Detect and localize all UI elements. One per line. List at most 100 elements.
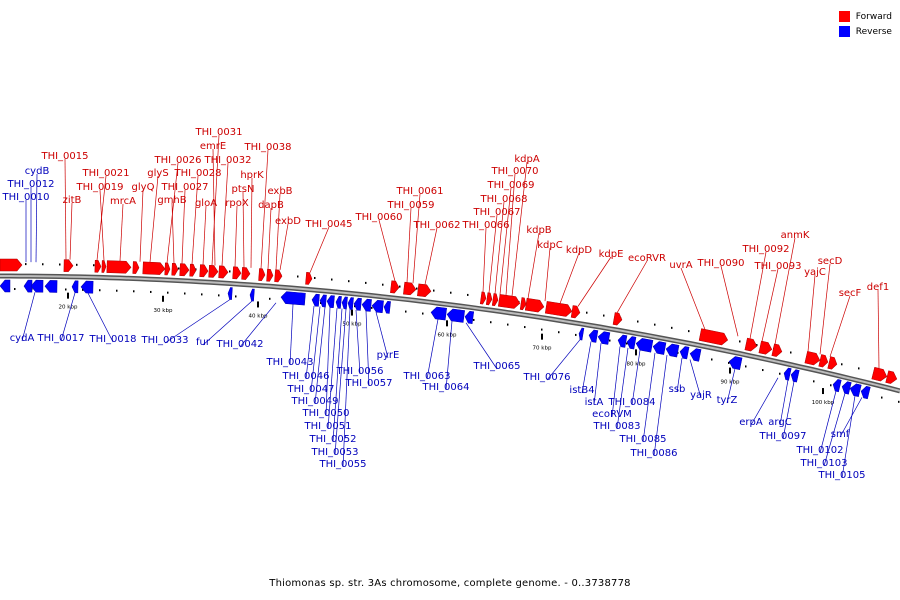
- forward-gene-arrow: [827, 356, 838, 370]
- minor-tick-top: [331, 278, 333, 281]
- forward-leader: [616, 260, 648, 314]
- reverse-gene-arrow: [44, 280, 58, 293]
- reverse-gene-label: THI_0103: [799, 458, 847, 469]
- forward-gene-arrow: [179, 263, 190, 277]
- forward-leader: [242, 191, 245, 268]
- minor-tick-top: [603, 314, 605, 317]
- reverse-leader: [750, 377, 779, 426]
- forward-leader: [559, 252, 580, 304]
- reverse-gene-label: istB4: [569, 385, 594, 396]
- forward-gene-arrow: [0, 258, 23, 272]
- reverse-gene-label: yajR: [690, 390, 712, 401]
- forward-leader: [69, 202, 73, 260]
- forward-leader: [171, 202, 175, 264]
- forward-leader: [378, 219, 396, 282]
- forward-gene-label: THI_0069: [486, 180, 534, 191]
- minor-tick-top: [654, 323, 656, 326]
- forward-leader: [212, 148, 216, 266]
- forward-gene-label: THI_0038: [243, 142, 291, 153]
- reverse-gene-label: pyrE: [377, 350, 400, 361]
- reverse-leader: [676, 357, 683, 393]
- forward-gene-arrow: [698, 328, 729, 346]
- forward-gene-label: THI_0031: [194, 127, 242, 138]
- minor-tick-bottom: [184, 292, 186, 295]
- reverse-gene-arrow: [319, 294, 327, 308]
- forward-gene-label: rpoX: [225, 198, 249, 209]
- minor-tick-top: [297, 275, 299, 278]
- minor-tick-top: [858, 367, 860, 370]
- forward-leader: [774, 237, 796, 345]
- reverse-leader: [546, 339, 581, 381]
- reverse-gene-label: THI_0097: [758, 431, 806, 442]
- forward-gene-label: kdpB: [526, 225, 551, 236]
- reverse-gene-label: THI_0064: [421, 382, 469, 393]
- major-tick: [729, 367, 731, 374]
- forward-gene-arrow: [274, 269, 283, 283]
- forward-gene-label: THI_0067: [472, 207, 520, 218]
- forward-gene-label: gloA: [195, 198, 217, 209]
- reverse-gene-arrow: [280, 291, 306, 306]
- reverse-gene-arrow: [860, 385, 871, 400]
- forward-leader: [761, 268, 779, 342]
- forward-gene-label: secF: [839, 288, 862, 299]
- forward-gene-label: exbB: [267, 186, 292, 197]
- minor-tick-top: [416, 287, 418, 290]
- forward-gene-arrow: [63, 259, 74, 272]
- forward-gene-label: glyQ: [132, 182, 155, 193]
- forward-gene-label: THI_0019: [75, 182, 123, 193]
- major-tick: [257, 301, 259, 308]
- reverse-leader: [60, 292, 76, 342]
- forward-gene-label: secD: [818, 256, 843, 267]
- forward-gene-label: THI_0070: [490, 166, 538, 177]
- forward-leader: [720, 265, 739, 337]
- forward-gene-arrow: [519, 297, 527, 311]
- reverse-gene-arrow: [597, 331, 611, 345]
- legend-item-reverse: Reverse: [838, 24, 892, 39]
- reverse-gene-label: THI_0049: [290, 396, 338, 407]
- forward-gene-arrow: [106, 260, 132, 274]
- minor-tick-bottom: [490, 321, 492, 324]
- minor-tick-top: [637, 320, 639, 323]
- forward-leader: [877, 289, 880, 369]
- legend-item-forward: Forward: [838, 9, 892, 24]
- forward-gene-label: exbD: [275, 216, 301, 227]
- minor-tick-bottom: [728, 361, 730, 364]
- reverse-gene-label: smf: [831, 429, 850, 440]
- forward-leader: [202, 205, 207, 265]
- major-tick: [351, 309, 353, 316]
- reverse-gene-arrow: [353, 297, 362, 311]
- forward-gene-label: THI_0026: [153, 155, 201, 166]
- reverse-leader: [642, 352, 656, 443]
- scale-tick-label: 80 kbp: [627, 361, 646, 367]
- forward-gene-label: def1: [867, 282, 889, 293]
- forward-gene-label: THI_0068: [479, 194, 527, 205]
- forward-gene-arrow: [101, 260, 107, 273]
- minor-tick-top: [586, 311, 588, 314]
- reverse-gene-arrow: [80, 280, 94, 294]
- reverse-leader: [305, 305, 315, 380]
- reverse-gene-arrow: [790, 369, 800, 383]
- reverse-leader: [426, 319, 439, 380]
- minor-tick-top: [348, 280, 350, 283]
- forward-gene-arrow: [818, 354, 829, 368]
- minor-tick-bottom: [269, 297, 271, 300]
- reverse-leader: [782, 381, 795, 440]
- reverse-gene-arrow: [588, 329, 599, 343]
- minor-tick-bottom: [218, 294, 220, 297]
- reverse-gene-label: erpA: [739, 417, 763, 428]
- minor-tick-top: [756, 344, 758, 347]
- minor-tick-bottom: [507, 323, 509, 326]
- forward-gene-label: ecoRVR: [628, 253, 666, 264]
- forward-gene-label: THI_0092: [741, 244, 789, 255]
- reverse-gene-label: THI_0083: [592, 421, 640, 432]
- minor-tick-bottom: [762, 369, 764, 372]
- reverse-leader: [631, 350, 641, 406]
- forward-leader: [482, 227, 487, 293]
- forward-gene-arrow: [305, 272, 313, 285]
- forward-gene-arrow: [142, 261, 166, 275]
- gene-labels: THI_0015 zitB THI_0021 THI_0019 mrcA glyQ glyS…: [1, 127, 889, 481]
- major-tick: [541, 333, 543, 340]
- forward-gene-label: THI_0015: [40, 151, 88, 162]
- forward-leader: [99, 189, 105, 261]
- scale-tick-label: 100 kbp: [812, 400, 835, 406]
